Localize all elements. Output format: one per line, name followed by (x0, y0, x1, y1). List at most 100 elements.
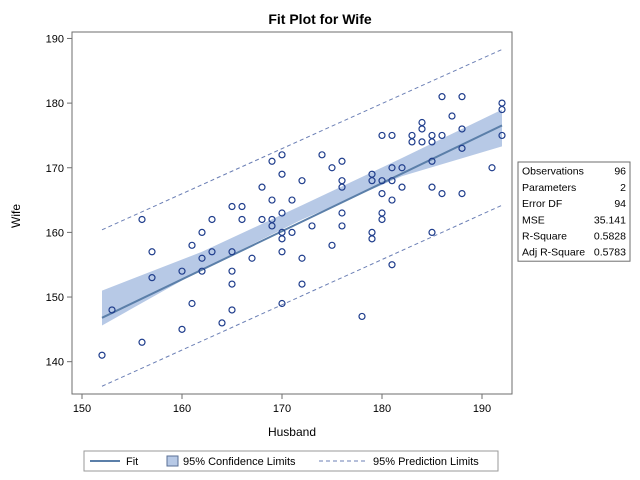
y-axis-label: Wife (9, 204, 23, 228)
data-point (438, 131, 446, 140)
data-point (228, 202, 236, 211)
data-point (408, 138, 416, 146)
data-point (278, 151, 286, 159)
data-point (98, 351, 106, 359)
data-point (258, 215, 266, 224)
data-point (198, 254, 206, 262)
points-layer (98, 93, 506, 359)
data-point (368, 235, 376, 243)
data-point (218, 319, 226, 327)
data-point (498, 105, 506, 114)
data-point (398, 164, 406, 172)
x-tick-label: 170 (273, 403, 291, 415)
data-point (388, 196, 396, 204)
data-point (288, 196, 296, 204)
plot-area (71, 31, 513, 395)
prediction-limit-upper (101, 48, 503, 231)
statistics-frame (517, 161, 631, 262)
x-tick-label: 190 (473, 403, 491, 415)
chart-title: Fit Plot for Wife (268, 11, 372, 27)
data-point (298, 254, 306, 262)
stat-label: Error DF (522, 198, 562, 210)
data-point (438, 190, 446, 198)
legend-frame (83, 450, 499, 472)
data-point (448, 112, 456, 120)
data-point (498, 131, 506, 140)
legend-label-confidence: 95% Confidence Limits (183, 456, 296, 468)
data-point (438, 93, 446, 101)
data-point (148, 274, 156, 282)
stat-label: Observations (522, 166, 584, 178)
data-point (228, 248, 236, 256)
fit-layer (101, 124, 503, 319)
data-point (458, 125, 466, 133)
legend-confidence-swatch (166, 455, 179, 467)
data-point (138, 215, 146, 224)
x-tick-label: 160 (173, 403, 191, 415)
data-point (378, 215, 386, 224)
data-point (428, 131, 436, 140)
data-point (198, 267, 206, 275)
data-point (278, 248, 286, 256)
data-point (328, 241, 336, 249)
data-point (208, 215, 216, 224)
data-point (408, 131, 416, 140)
data-point (358, 312, 366, 321)
data-point (388, 164, 396, 172)
y-tick-label: 180 (46, 98, 64, 110)
data-point (268, 157, 276, 165)
data-point (338, 222, 346, 230)
data-point (338, 209, 346, 217)
data-point (108, 306, 116, 314)
data-point (328, 164, 336, 172)
data-point (228, 306, 236, 314)
legend-label-fit: Fit (126, 456, 138, 468)
fit-line (101, 124, 503, 319)
data-point (418, 125, 426, 133)
stat-value: 0.5783 (594, 247, 626, 259)
data-point (178, 325, 186, 333)
data-point (368, 228, 376, 236)
data-point (268, 196, 276, 204)
stat-value: 2 (620, 182, 626, 194)
data-point (178, 267, 186, 275)
data-point (228, 280, 236, 288)
data-point (428, 157, 436, 165)
x-axis-label: Husband (268, 425, 316, 439)
data-point (498, 99, 506, 107)
prediction-limit-lower (101, 204, 503, 387)
x-tick-label: 150 (73, 403, 91, 415)
data-point (458, 93, 466, 101)
data-point (428, 183, 436, 191)
data-point (248, 254, 256, 262)
data-point (428, 138, 436, 146)
stat-value: 0.5828 (594, 231, 626, 243)
data-point (308, 222, 316, 230)
y-tick-label: 150 (46, 292, 64, 304)
data-point (418, 138, 426, 146)
data-point (258, 183, 266, 191)
data-point (378, 131, 386, 140)
data-point (418, 118, 426, 127)
stat-label: Adj R-Square (522, 247, 585, 259)
data-point (338, 157, 346, 165)
stat-value: 94 (614, 198, 626, 210)
data-point (288, 228, 296, 236)
x-axis: 150 160 170 180 190 (72, 393, 512, 415)
confidence-band (102, 109, 502, 326)
data-point (198, 228, 206, 236)
data-point (148, 248, 156, 256)
x-tick-label: 180 (373, 403, 391, 415)
data-point (188, 241, 196, 249)
data-point (368, 177, 376, 185)
data-point (378, 177, 386, 185)
data-point (428, 228, 436, 236)
data-point (388, 131, 396, 140)
data-point (278, 170, 286, 178)
legend: Fit 95% Confidence Limits 95% Prediction L… (83, 450, 499, 472)
data-point (278, 299, 286, 308)
y-axis: 140 150 160 170 180 190 (46, 33, 72, 369)
y-tick-label: 190 (46, 33, 64, 45)
data-point (238, 215, 246, 224)
